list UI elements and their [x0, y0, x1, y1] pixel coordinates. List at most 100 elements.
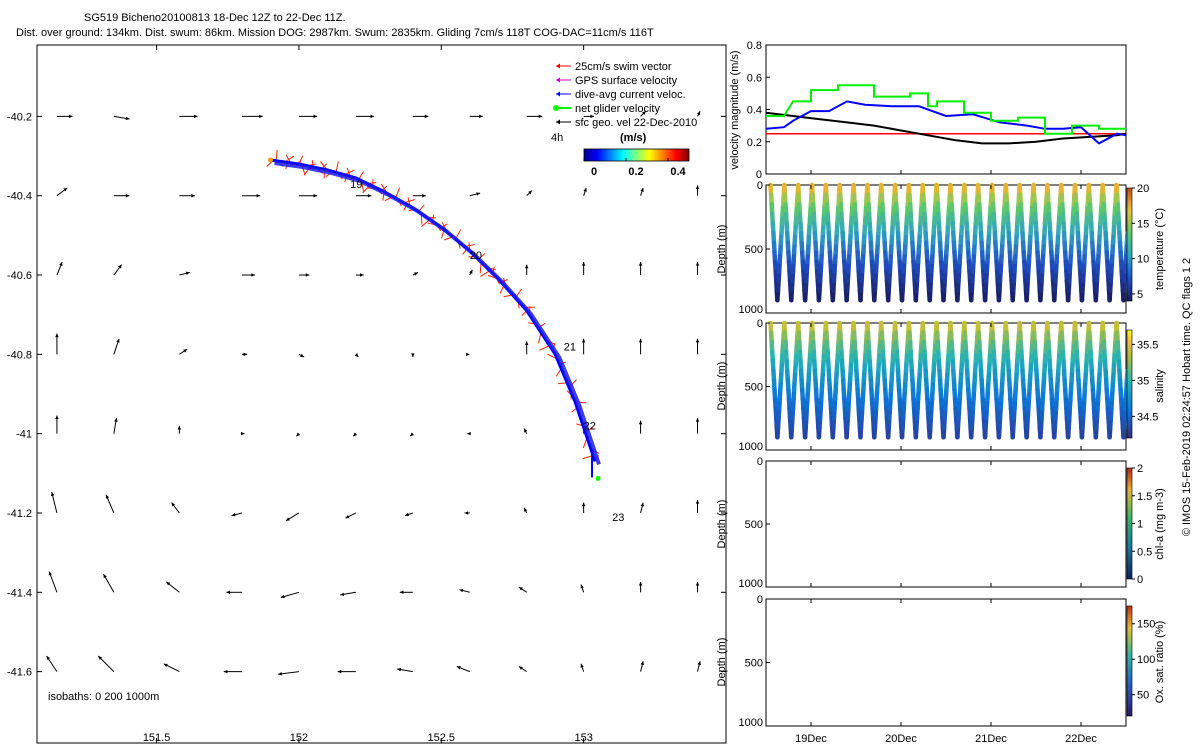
geo-vector [280, 591, 300, 599]
velocity-series-line [765, 111, 1127, 145]
geo-vector [241, 352, 248, 357]
geo-vector [399, 590, 413, 595]
geo-vector [695, 185, 700, 196]
geo-vector-head [240, 431, 245, 436]
chl-axis-ticks: 0 500 1000 [739, 456, 1082, 590]
geo-vector-head [464, 511, 469, 515]
depth-tick-label: 0 [757, 594, 763, 606]
dive-avg-current-band [274, 161, 601, 466]
geo-vector-head [353, 432, 358, 437]
colorbar-tick-label: 15 [1137, 218, 1149, 230]
geo-vector-head [476, 192, 481, 196]
geo-vector-head [63, 187, 68, 192]
geo-vector-head [177, 425, 182, 430]
geo-vector [640, 110, 647, 117]
geo-vector-head [46, 656, 50, 660]
depth-tick-label: 0 [757, 318, 763, 330]
oxygen-depth-label: Depth (m) [716, 638, 728, 687]
geo-vector [469, 192, 481, 197]
salinity-axis-ticks: 0 500 1000 [739, 318, 1082, 453]
geo-vector [113, 115, 130, 121]
geo-vector-head [313, 193, 318, 198]
geo-vector-head [640, 502, 645, 507]
geo-vector-head [370, 114, 375, 119]
geo-vector-head [226, 590, 230, 595]
chl-colorbar-ticks: 0 0.5 1 1.5 2 [1132, 463, 1152, 586]
colorbar-tick-label: 5 [1137, 289, 1143, 301]
geo-vector-head [467, 431, 471, 436]
geo-vector [695, 338, 700, 355]
geo-vector-head [695, 499, 700, 504]
colorbar-tick-label: 1 [1137, 519, 1143, 531]
geo-vector [179, 114, 198, 119]
geo-vector-head [583, 187, 587, 192]
track-end-marker [595, 475, 601, 481]
depth-tick-label: 1000 [739, 717, 763, 729]
geo-vector [638, 420, 643, 434]
geo-vector [640, 187, 644, 196]
temperature-panel: 0 500 1000 Depth (m) 5 10 15 20 temperature (… [716, 180, 1166, 316]
geo-vector [55, 333, 59, 355]
oxygen-colorbar [1126, 605, 1133, 717]
oxygen-axes-frame [765, 598, 1127, 727]
velocity-series-line [766, 84, 1126, 135]
geo-vector [223, 669, 242, 674]
map-y-tick-label: -40.2 [7, 111, 32, 123]
geo-vector [466, 352, 470, 357]
depth-tick-label: 1000 [739, 578, 763, 590]
geo-vector-head [696, 111, 701, 116]
glider-track: 19 20 21 22 23 [266, 149, 624, 524]
geo-vector [298, 273, 310, 277]
geo-vector [467, 431, 471, 436]
map-panel: 19 20 21 22 23 151.5 152 152.5 153 -40.2 -40.4 -40… [7, 44, 727, 744]
geo-vector-head [459, 588, 464, 593]
geo-vector-head [411, 353, 415, 357]
geo-vector-head [125, 193, 130, 198]
geo-vector-head [243, 352, 248, 357]
geo-vector [638, 338, 643, 355]
geo-vector-head [68, 114, 73, 119]
salinity-section [768, 320, 1130, 440]
geo-vector [464, 511, 470, 515]
geo-vector [179, 193, 195, 198]
map-legend: 25cm/s swim vector GPS surface velocity … [551, 61, 697, 178]
geo-vector [697, 661, 701, 672]
chl-colorbar [1126, 467, 1133, 580]
geo-vector-head [524, 428, 528, 433]
geo-vector-head [223, 669, 228, 674]
geo-vector [523, 507, 528, 514]
oxygen-panel: 0 500 1000 Depth (m) 50 100 150 Ox. sat. rat… [716, 594, 1166, 745]
map-colorbar-tick-label: 0.4 [670, 166, 686, 178]
geo-vector-head [422, 193, 426, 198]
depth-tick-label: 1000 [739, 304, 763, 316]
oxygen-colorbar-ticks: 50 100 150 [1132, 619, 1155, 702]
geo-vector-head [479, 114, 483, 119]
isobaths-label: isobaths: 0 200 1000m [48, 691, 159, 703]
geo-vector-head [466, 352, 470, 357]
geo-vector-head [116, 338, 120, 343]
geo-vector [56, 261, 63, 276]
colorbar-tick-label: 50 [1137, 690, 1149, 702]
geo-vector [523, 428, 528, 434]
track-start-marker [267, 157, 273, 163]
geo-vector-head [313, 114, 318, 119]
geo-vector-head [166, 581, 171, 586]
date-tick-label: 22Dec [1065, 733, 1097, 745]
geo-vector-head [251, 273, 255, 277]
velocity-y-tick-label: 0.4 [747, 105, 762, 117]
geo-vector [179, 271, 190, 276]
velocity-series-line [765, 100, 1127, 145]
salinity-colorbar-label: salinity [1154, 369, 1166, 403]
legend-label-geo-velocity: sfc geo. vel 22-Dec-2010 [575, 117, 697, 129]
geo-vector [583, 187, 587, 196]
temperature-depth-label: Depth (m) [716, 225, 728, 274]
legend-label-swim-vector: 25cm/s swim vector [575, 61, 672, 73]
geo-vector-head [524, 264, 529, 269]
geo-vector-head [125, 116, 130, 121]
geo-vector [580, 663, 585, 672]
geo-vector-head [55, 415, 59, 420]
date-tick-label: 19Dec [795, 733, 827, 745]
legend-geo-arrowhead [556, 119, 560, 125]
geo-vector-head [469, 269, 473, 274]
map-y-tick-label: -40.4 [7, 191, 32, 203]
